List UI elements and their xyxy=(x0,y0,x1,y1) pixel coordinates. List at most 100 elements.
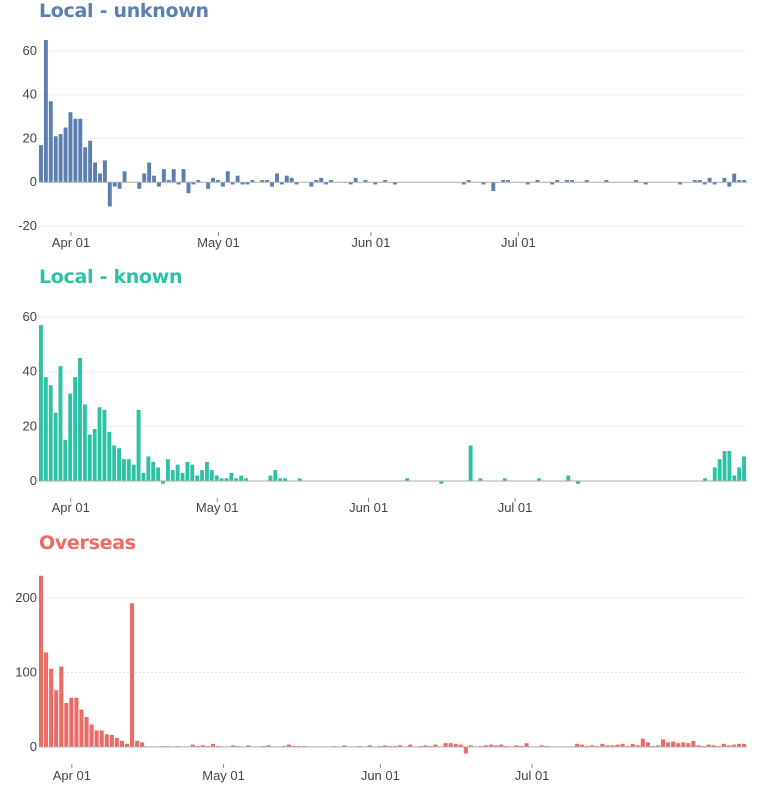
x-tick-label: Jun 01 xyxy=(361,768,400,783)
bar xyxy=(190,744,195,747)
bar xyxy=(439,481,444,484)
bar xyxy=(635,745,640,747)
bar xyxy=(324,182,329,185)
bar xyxy=(620,743,625,747)
bar xyxy=(273,470,278,482)
bar xyxy=(722,450,727,482)
bar xyxy=(117,182,122,189)
bar xyxy=(491,182,496,191)
bar xyxy=(200,745,205,747)
bar xyxy=(210,743,215,747)
bar xyxy=(499,744,504,747)
bar xyxy=(130,603,135,747)
x-tick-label: Jul 01 xyxy=(501,235,536,250)
bar xyxy=(736,743,741,747)
bar xyxy=(314,180,319,183)
bar xyxy=(142,173,147,183)
bar xyxy=(565,180,569,183)
bar xyxy=(175,464,180,482)
bar xyxy=(157,182,161,187)
bar xyxy=(645,742,650,747)
local-known-panel: Local - known 0 20 40 60 Apr 01 May 01 Jun 01 J… xyxy=(0,266,761,530)
bar xyxy=(131,464,136,482)
bar xyxy=(692,180,697,183)
bar xyxy=(99,730,104,747)
x-tick-label: Apr 01 xyxy=(52,235,90,250)
bar xyxy=(741,743,746,747)
bar xyxy=(43,377,48,482)
bar xyxy=(570,180,574,183)
bar xyxy=(151,461,156,482)
bar xyxy=(502,478,507,482)
bar xyxy=(59,666,64,747)
bar xyxy=(39,325,43,482)
bar xyxy=(535,180,540,183)
bar xyxy=(691,740,696,747)
x-tick-label: Jun 01 xyxy=(349,500,388,515)
x-tick-label: Jul 01 xyxy=(498,500,533,515)
bar xyxy=(94,730,99,747)
bar xyxy=(575,743,580,747)
bar xyxy=(494,745,499,747)
bar xyxy=(152,175,156,183)
bar xyxy=(166,180,171,183)
bar xyxy=(576,481,580,484)
bar xyxy=(225,171,230,183)
bar xyxy=(117,448,121,482)
bar xyxy=(478,478,483,482)
bar xyxy=(240,182,245,185)
bar xyxy=(501,180,506,183)
bar xyxy=(737,180,742,183)
bar xyxy=(726,745,731,747)
bar xyxy=(703,478,707,482)
bar xyxy=(186,182,191,194)
bar xyxy=(219,478,224,482)
bar xyxy=(453,743,458,747)
bar xyxy=(468,445,473,482)
bar xyxy=(190,464,195,482)
bar xyxy=(209,470,214,482)
bar xyxy=(93,162,97,183)
bar xyxy=(124,743,130,747)
overseas-chart: 0 100 200 Apr 01 May 01 Jun 01 Jul 01 xyxy=(15,575,747,783)
bar xyxy=(48,385,53,482)
bar xyxy=(610,745,615,747)
bar xyxy=(383,180,388,183)
bar xyxy=(265,180,270,183)
bar xyxy=(630,743,635,747)
bar xyxy=(83,147,88,183)
bar xyxy=(286,744,291,747)
bar xyxy=(737,467,742,482)
bar xyxy=(671,741,676,747)
bar xyxy=(74,697,79,747)
bar xyxy=(161,169,166,183)
bar xyxy=(382,745,387,747)
bar xyxy=(97,407,102,482)
y-tick-label: 100 xyxy=(15,664,37,679)
bar xyxy=(373,182,378,185)
bar xyxy=(82,404,87,482)
bar xyxy=(721,743,726,747)
local-unknown-panel: Local - unknown -20 0 20 40 60 Apr 01 May 01 Ju… xyxy=(0,0,761,262)
bar xyxy=(468,745,473,747)
bar xyxy=(244,478,248,482)
bar xyxy=(205,461,209,482)
bar xyxy=(68,112,73,183)
bar xyxy=(697,180,702,183)
bar xyxy=(250,180,255,183)
bar xyxy=(398,745,403,747)
bar xyxy=(165,459,170,482)
bar xyxy=(539,745,544,747)
bar xyxy=(742,456,746,482)
chart-title: Local - unknown xyxy=(39,0,209,22)
bar xyxy=(53,136,58,183)
bar xyxy=(181,169,186,183)
bar xyxy=(107,431,112,482)
bar xyxy=(63,127,68,183)
bar xyxy=(717,459,722,482)
bar xyxy=(633,180,638,183)
bar xyxy=(555,180,560,183)
bar xyxy=(408,744,413,747)
bar xyxy=(49,668,54,747)
